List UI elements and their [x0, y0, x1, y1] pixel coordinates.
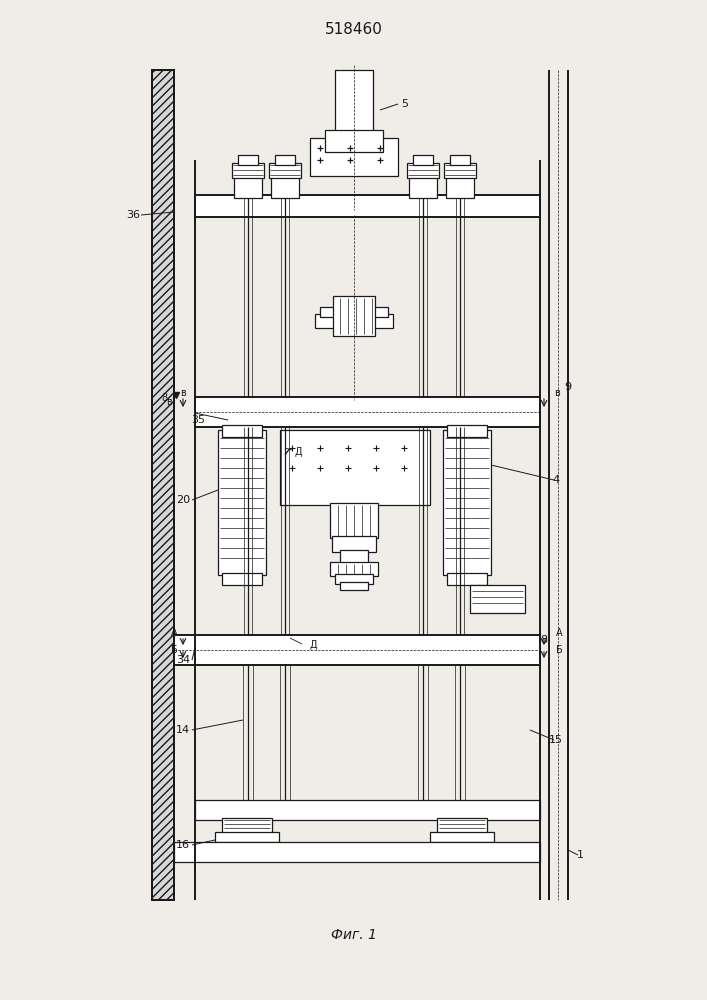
Text: Д: Д: [294, 447, 302, 457]
Bar: [340, 550, 368, 564]
Bar: [218, 430, 266, 575]
Bar: [234, 176, 262, 198]
Text: 4: 4: [552, 475, 559, 485]
Bar: [407, 163, 439, 178]
Bar: [450, 155, 470, 165]
Text: 15: 15: [549, 735, 563, 745]
Bar: [238, 155, 258, 165]
Bar: [152, 70, 174, 900]
Bar: [310, 138, 398, 176]
Bar: [332, 536, 376, 552]
Text: 14: 14: [176, 725, 190, 735]
Text: Б: Б: [556, 645, 563, 655]
Bar: [232, 163, 264, 178]
Text: А: А: [556, 628, 563, 638]
Text: 5: 5: [402, 99, 409, 109]
Text: 35: 35: [191, 415, 205, 425]
Bar: [152, 70, 174, 900]
Bar: [335, 574, 373, 584]
Bar: [195, 800, 540, 820]
Text: в: в: [180, 388, 186, 398]
Text: 8: 8: [540, 635, 547, 645]
Bar: [470, 585, 525, 613]
Bar: [320, 307, 388, 317]
Bar: [330, 503, 378, 538]
Bar: [222, 818, 272, 834]
Text: 1: 1: [576, 850, 583, 860]
Bar: [409, 176, 437, 198]
Bar: [174, 842, 540, 862]
Bar: [444, 163, 476, 178]
Bar: [174, 635, 540, 665]
Bar: [195, 397, 540, 427]
Bar: [315, 314, 393, 328]
Bar: [269, 163, 301, 178]
Text: в: в: [554, 388, 560, 398]
Text: 36: 36: [126, 210, 140, 220]
Bar: [340, 582, 368, 590]
Bar: [280, 430, 430, 505]
Bar: [443, 430, 491, 575]
Text: 8: 8: [162, 393, 168, 403]
Bar: [446, 176, 474, 198]
Bar: [215, 832, 279, 842]
Text: Д: Д: [309, 640, 317, 650]
Bar: [325, 130, 383, 152]
Bar: [195, 195, 540, 217]
Text: Б: Б: [171, 645, 178, 655]
Bar: [430, 832, 494, 842]
Text: в: в: [166, 397, 172, 407]
Bar: [275, 155, 295, 165]
Bar: [222, 573, 262, 585]
Bar: [413, 155, 433, 165]
Bar: [330, 562, 378, 576]
Text: 20: 20: [176, 495, 190, 505]
Bar: [271, 176, 299, 198]
Text: 34: 34: [176, 655, 190, 665]
Text: 16: 16: [176, 840, 190, 850]
Bar: [447, 425, 487, 437]
Text: Фиг. 1: Фиг. 1: [331, 928, 377, 942]
Bar: [437, 818, 487, 834]
Bar: [333, 296, 375, 336]
Bar: [447, 573, 487, 585]
Text: 9: 9: [564, 382, 571, 392]
Bar: [222, 425, 262, 437]
Bar: [335, 70, 373, 140]
Text: А: А: [171, 628, 178, 638]
Text: 518460: 518460: [325, 22, 383, 37]
